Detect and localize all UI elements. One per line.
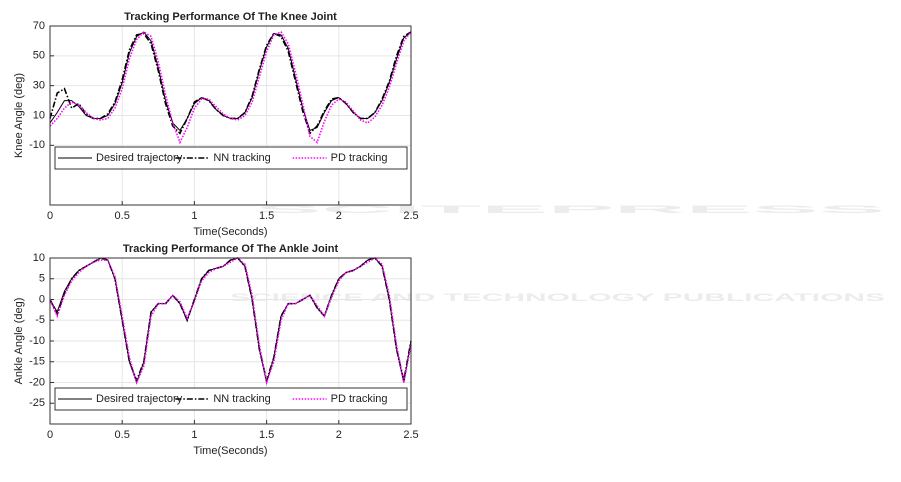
x-tick-label: 2	[336, 210, 342, 222]
y-tick-label: 10	[33, 252, 45, 264]
y-tick-label: -5	[35, 314, 45, 326]
y-tick-label: 0	[39, 293, 45, 305]
y-axis-label: Ankle Angle (deg)	[13, 298, 25, 385]
legend-box	[54, 387, 408, 411]
legend-label: Desired trajectory	[96, 152, 183, 164]
series-line	[49, 30, 412, 145]
x-axis-label: Time(Seconds)	[193, 226, 267, 238]
legend-label: NN tracking	[213, 152, 270, 164]
legend-label: PD tracking	[331, 152, 388, 164]
legend-box	[54, 146, 408, 170]
y-tick-label: 70	[33, 20, 45, 32]
x-tick-label: 1	[191, 210, 197, 222]
x-tick-label: 0.5	[115, 210, 130, 222]
y-tick-label: 10	[33, 109, 45, 121]
legend-label: Desired trajectory	[96, 393, 183, 405]
x-tick-label: 2	[336, 429, 342, 441]
y-tick-label: -10	[29, 335, 45, 347]
x-axis-label: Time(Seconds)	[193, 445, 267, 457]
x-tick-label: 2.5	[403, 429, 418, 441]
x-tick-label: 1.5	[259, 210, 274, 222]
y-axis-label: Knee Angle (deg)	[13, 73, 25, 158]
series-line	[49, 257, 412, 386]
y-tick-label: -20	[29, 376, 45, 388]
plot-frame	[49, 25, 412, 206]
x-tick-label: 0.5	[115, 429, 130, 441]
legend-label: NN tracking	[213, 393, 270, 405]
x-tick-label: 0	[47, 429, 53, 441]
watermark-title: SCITEPRESS	[255, 204, 885, 216]
series-line	[49, 31, 412, 135]
y-tick-label: -10	[29, 139, 45, 151]
plot-frame	[49, 257, 412, 425]
y-tick-label: -15	[29, 356, 45, 368]
y-tick-label: 50	[33, 50, 45, 62]
y-tick-label: 30	[33, 80, 45, 92]
x-tick-label: 1	[191, 429, 197, 441]
x-tick-label: 0	[47, 210, 53, 222]
x-tick-label: 2.5	[403, 210, 418, 222]
watermark-subtitle: SCIENCE AND TECHNOLOGY PUBLICATIONS	[230, 292, 885, 304]
chart-title: Tracking Performance Of The Ankle Joint	[123, 243, 339, 255]
legend-label: PD tracking	[331, 393, 388, 405]
y-tick-label: 5	[39, 273, 45, 285]
y-tick-label: -25	[29, 397, 45, 409]
chart-title: Tracking Performance Of The Knee Joint	[124, 11, 337, 23]
x-tick-label: 1.5	[259, 429, 274, 441]
